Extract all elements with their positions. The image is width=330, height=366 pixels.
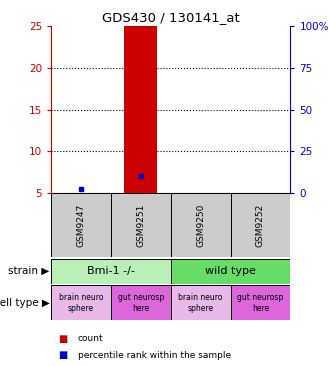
Text: gut neurosp
here: gut neurosp here [118, 293, 164, 313]
Text: cell type ▶: cell type ▶ [0, 298, 50, 308]
Text: GSM9247: GSM9247 [77, 203, 85, 247]
Text: GSM9250: GSM9250 [196, 203, 205, 247]
Bar [111, 193, 171, 257]
Text: ■: ■ [58, 333, 67, 344]
Text: count: count [78, 334, 103, 343]
Bar [171, 193, 231, 257]
Text: strain ▶: strain ▶ [8, 266, 50, 276]
Text: GSM9251: GSM9251 [136, 203, 146, 247]
Bar [171, 259, 290, 284]
Bar [51, 285, 111, 320]
Bar [171, 285, 231, 320]
Text: ■: ■ [58, 350, 67, 360]
Bar [51, 259, 171, 284]
Text: gut neurosp
here: gut neurosp here [237, 293, 283, 313]
Bar [111, 285, 171, 320]
Text: Bmi-1 -/-: Bmi-1 -/- [87, 266, 135, 276]
Bar [51, 193, 111, 257]
Bar [124, 26, 157, 193]
Text: wild type: wild type [205, 266, 256, 276]
Bar [231, 285, 290, 320]
Bar [231, 193, 290, 257]
Text: brain neuro
sphere: brain neuro sphere [59, 293, 103, 313]
Text: GSM9252: GSM9252 [256, 203, 265, 247]
Text: brain neuro
sphere: brain neuro sphere [179, 293, 223, 313]
Title: GDS430 / 130141_at: GDS430 / 130141_at [102, 11, 240, 24]
Text: percentile rank within the sample: percentile rank within the sample [78, 351, 231, 359]
